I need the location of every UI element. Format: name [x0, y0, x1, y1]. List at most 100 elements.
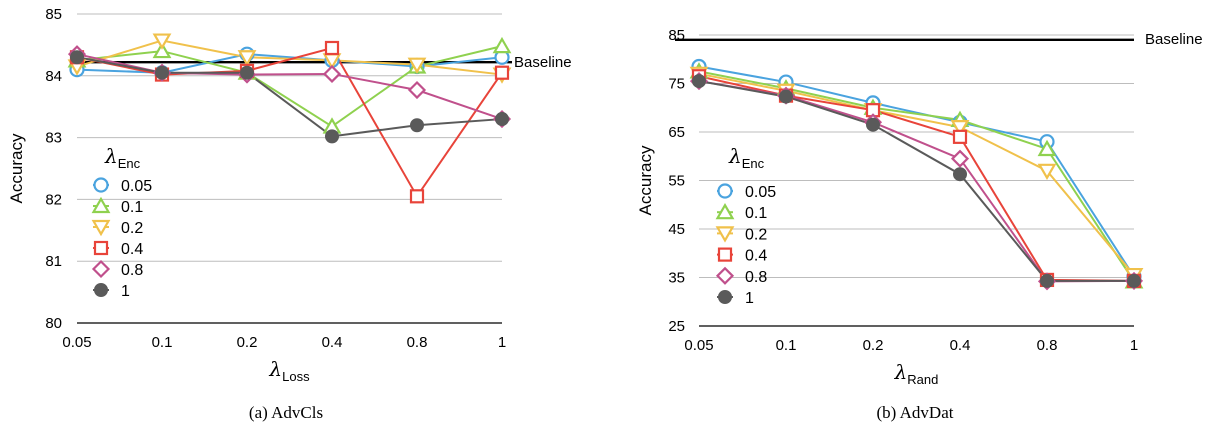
legend-entry-label: 1: [121, 283, 130, 300]
x-axis-label-symbol: λ: [268, 357, 282, 381]
series-line-0.4: [76, 46, 503, 199]
x-tick-label: 0.05: [684, 337, 713, 354]
legend-title: λEnc: [728, 144, 765, 171]
legend-marker-0.05: [717, 183, 733, 199]
legend-entry-label: 1: [745, 290, 754, 307]
x-tick-label: 1: [498, 334, 506, 351]
series-line-1: [698, 80, 1134, 282]
legend-entry-label: 0.8: [745, 269, 767, 286]
y-tick-label: 81: [45, 253, 62, 270]
data-point-1: [495, 112, 509, 127]
x-axis-label: λLoss: [268, 357, 310, 384]
y-tick-label: 25: [668, 318, 685, 335]
x-tick-label: 0.1: [152, 334, 173, 351]
legend-entry-label: 0.2: [121, 220, 143, 237]
y-axis-label: Accuracy: [636, 145, 655, 215]
legend-marker-0.4: [93, 240, 109, 256]
legend-marker-0.4: [717, 247, 733, 262]
y-tick-label: 85: [45, 6, 62, 23]
data-point-1: [70, 50, 84, 65]
legend-marker-0.1: [715, 202, 735, 220]
legend-marker-0.8: [715, 266, 735, 285]
legend-entry-label: 0.05: [745, 184, 776, 201]
data-point-1: [1040, 273, 1054, 288]
series-line-1: [76, 56, 503, 138]
x-axis-label-subscript: Loss: [282, 369, 310, 384]
data-point-0.2: [950, 120, 970, 137]
x-axis-label-subscript: Rand: [907, 372, 938, 387]
data-point-0.8: [322, 64, 342, 84]
data-point-0.2: [152, 33, 172, 50]
legend-marker-0.8: [91, 259, 111, 279]
data-point-0.4: [409, 189, 425, 204]
x-tick-label: 0.2: [237, 334, 258, 351]
data-point-1: [325, 129, 339, 144]
data-point-1: [779, 89, 793, 104]
x-axis-label-symbol: λ: [894, 360, 908, 384]
x-tick-label: 0.4: [950, 337, 971, 354]
legend-marker-0.2: [715, 226, 735, 243]
data-point-0.2: [1037, 163, 1057, 181]
baseline-label: Baseline: [514, 54, 572, 71]
y-tick-label: 85: [668, 27, 685, 44]
legend-title-subscript: Enc: [742, 156, 765, 171]
data-point-0.1: [492, 36, 512, 54]
y-tick-label: 82: [45, 191, 62, 208]
series-line-0.1: [698, 70, 1135, 282]
legend-entry-label: 0.8: [121, 262, 143, 279]
legend-title-subscript: Enc: [118, 156, 141, 171]
x-tick-label: 0.05: [62, 334, 91, 351]
legend-entry-label: 0.4: [121, 241, 143, 258]
legend-marker-0.1: [91, 196, 111, 214]
legend-marker-1: [94, 283, 108, 297]
x-tick-label: 0.1: [776, 337, 797, 354]
data-point-1: [1127, 273, 1141, 288]
data-point-0.1: [1037, 139, 1057, 157]
data-point-1: [866, 117, 880, 132]
data-point-0.4: [494, 65, 510, 80]
series-line-0.05: [698, 65, 1135, 278]
legend-title-symbol: λ: [728, 144, 742, 168]
x-tick-label: 1: [1130, 337, 1138, 354]
chart-caption: (a) AdvCls: [249, 403, 323, 422]
data-point-0.8: [407, 80, 427, 100]
y-tick-label: 80: [45, 315, 62, 332]
y-tick-label: 65: [668, 124, 685, 141]
legend-marker-1: [718, 290, 732, 304]
series-line-0.2: [698, 72, 1135, 276]
chart-advdat: 25 35 45 55 65 75 85 0.05 0.1 0.2 0.4 0.8 1 Accuracy λ…: [636, 27, 1203, 422]
baseline-label: Baseline: [1145, 31, 1203, 48]
data-point-0.1: [152, 41, 172, 59]
x-tick-label: 0.8: [407, 334, 428, 351]
legend-entry-label: 0.2: [745, 226, 767, 243]
data-point-1: [240, 65, 254, 80]
y-tick-label: 84: [45, 68, 62, 85]
legend-entry-label: 0.1: [121, 199, 143, 216]
x-tick-label: 0.4: [322, 334, 343, 351]
y-tick-label: 83: [45, 130, 62, 147]
y-axis-label: Accuracy: [7, 133, 26, 203]
data-point-0.2: [237, 50, 257, 67]
data-point-1: [953, 167, 967, 182]
data-point-1: [692, 74, 706, 89]
data-point-1: [410, 118, 424, 133]
x-axis-label: λRand: [894, 360, 939, 387]
data-point-0.4: [952, 129, 968, 144]
chart-caption: (b) AdvDat: [877, 403, 954, 422]
legend-title-symbol: λ: [104, 144, 118, 168]
data-point-0.8: [950, 149, 970, 168]
legend-title: λEnc: [104, 144, 141, 171]
x-tick-label: 0.8: [1037, 337, 1058, 354]
legend-marker-0.05: [93, 177, 109, 193]
series-line-0.1: [76, 45, 503, 128]
data-point-0.4: [324, 40, 340, 56]
y-tick-label: 55: [668, 173, 685, 190]
legend-entry-label: 0.1: [745, 205, 767, 222]
data-point-0.2: [407, 57, 427, 74]
y-tick-label: 35: [668, 270, 685, 287]
y-tick-label: 45: [668, 221, 685, 238]
y-tick-label: 75: [668, 76, 685, 93]
legend-marker-0.2: [91, 219, 111, 237]
